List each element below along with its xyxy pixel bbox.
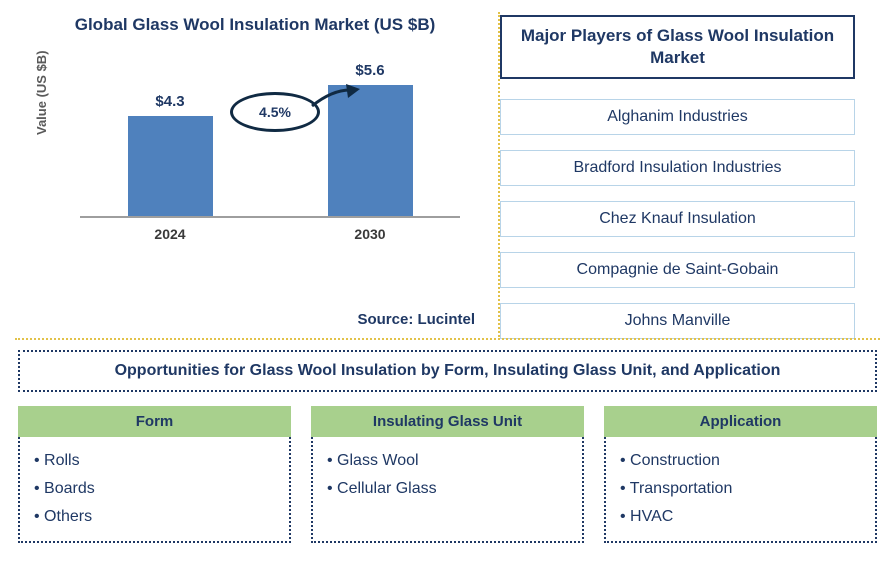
bar-2024-value: $4.3: [120, 93, 220, 110]
bar-2024-category: 2024: [120, 226, 220, 242]
opportunities-region: Opportunities for Glass Wool Insulation …: [18, 350, 877, 543]
category-body: Rolls Boards Others: [18, 437, 291, 543]
category-item: HVAC: [620, 503, 861, 531]
bar-2024: [128, 116, 213, 216]
player-item: Chez Knauf Insulation: [500, 201, 855, 237]
chart-axis: [80, 216, 460, 218]
category-body: Glass Wool Cellular Glass: [311, 437, 584, 543]
category-body: Construction Transportation HVAC: [604, 437, 877, 543]
bar-2030-value: $5.6: [320, 62, 420, 79]
player-item: Compagnie de Saint-Gobain: [500, 252, 855, 288]
category-header: Form: [18, 406, 291, 437]
category-item: Others: [34, 503, 275, 531]
horizontal-separator: [15, 338, 880, 340]
category-item: Cellular Glass: [327, 475, 568, 503]
category-item: Rolls: [34, 447, 275, 475]
players-panel: Major Players of Glass Wool Insulation M…: [500, 0, 880, 340]
players-heading: Major Players of Glass Wool Insulation M…: [500, 15, 855, 79]
cagr-ellipse: 4.5%: [230, 92, 320, 132]
player-item: Johns Manville: [500, 303, 855, 339]
vertical-separator: [498, 12, 500, 337]
arrow-icon: [310, 82, 365, 112]
top-region: Global Glass Wool Insulation Market (US …: [0, 0, 895, 340]
bar-2030-category: 2030: [320, 226, 420, 242]
category-form: Form Rolls Boards Others: [18, 406, 291, 543]
category-insulating-glass-unit: Insulating Glass Unit Glass Wool Cellula…: [311, 406, 584, 543]
player-item: Bradford Insulation Industries: [500, 150, 855, 186]
chart-panel: Global Glass Wool Insulation Market (US …: [0, 0, 500, 340]
player-item: Alghanim Industries: [500, 99, 855, 135]
category-application: Application Construction Transportation …: [604, 406, 877, 543]
category-item: Construction: [620, 447, 861, 475]
category-item: Transportation: [620, 475, 861, 503]
cagr-value: 4.5%: [259, 104, 291, 120]
chart-ylabel: Value (US $B): [34, 50, 49, 135]
chart-title: Global Glass Wool Insulation Market (US …: [30, 15, 480, 35]
chart-area: $4.3 2024 $5.6 2030 4.5%: [80, 60, 460, 240]
category-header: Insulating Glass Unit: [311, 406, 584, 437]
category-header: Application: [604, 406, 877, 437]
source-label: Source: Lucintel: [357, 311, 475, 328]
opportunities-heading: Opportunities for Glass Wool Insulation …: [18, 350, 877, 392]
category-item: Boards: [34, 475, 275, 503]
category-row: Form Rolls Boards Others Insulating Glas…: [18, 406, 877, 543]
category-item: Glass Wool: [327, 447, 568, 475]
